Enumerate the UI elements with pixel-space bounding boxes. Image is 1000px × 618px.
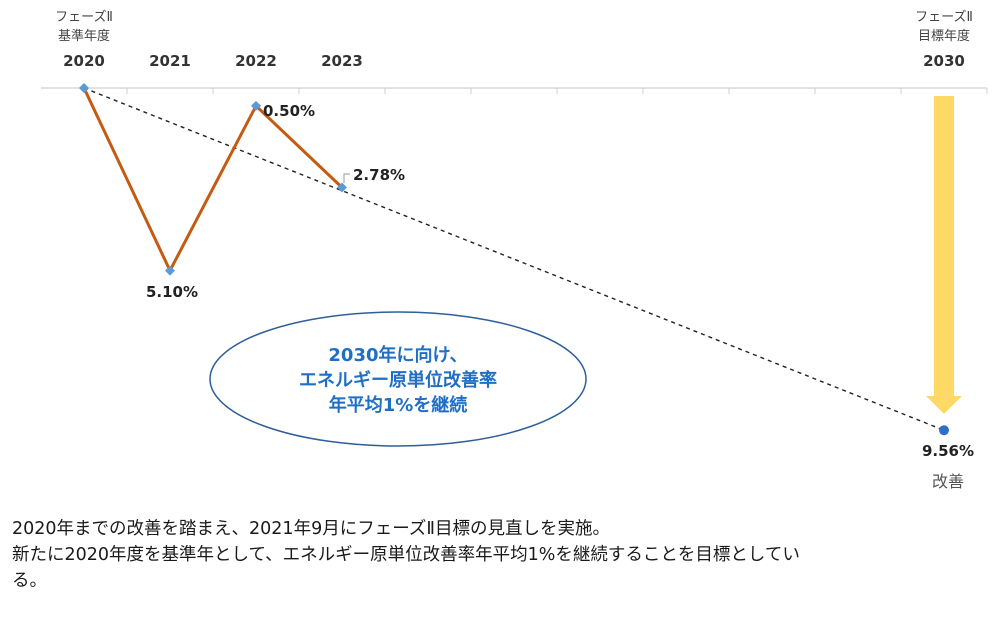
target-point: [939, 425, 949, 436]
data-label-2021: 5.10%: [146, 283, 198, 301]
tick-label-2023: 2023: [321, 52, 363, 70]
target-value-label: 9.56%: [922, 442, 974, 460]
callout-ellipse: [209, 311, 587, 447]
target-year-caption: 目標年度: [918, 28, 970, 44]
caption-line-2: 新たに2020年度を基準年として、エネルギー原単位改善率年平均1%を継続すること…: [12, 545, 800, 565]
axis-ticks: [126, 88, 988, 94]
base-year-caption: 基準年度: [58, 28, 110, 44]
target-phase-label: フェーズⅡ: [915, 9, 973, 25]
improvement-arrow: [926, 96, 962, 414]
callout-line-3: 年平均1%を継続: [329, 394, 468, 416]
caption-line-1: 2020年までの改善を踏まえ、2021年9月にフェーズⅡ目標の見直しを実施。: [12, 519, 610, 539]
target-improvement-label: 改善: [932, 472, 964, 491]
callout-line-2: エネルギー原単位改善率: [299, 369, 497, 391]
leader-line-2023: [343, 173, 350, 183]
data-point-2020: [79, 83, 89, 93]
series-line: [82, 87, 344, 273]
data-label-2023: 2.78%: [353, 166, 405, 184]
tick-label-2021: 2021: [149, 52, 191, 70]
tick-label-2022: 2022: [235, 52, 277, 70]
tick-label-2030: 2030: [923, 52, 965, 70]
caption-line-3: る。: [12, 571, 47, 591]
data-point-2023: [337, 182, 347, 193]
caption: 2020年までの改善を踏まえ、2021年9月にフェーズⅡ目標の見直しを実施。 新…: [12, 516, 992, 594]
target-trend-line: [83, 87, 945, 431]
data-label-2022: 0.50%: [263, 102, 315, 120]
base-phase-label: フェーズⅡ: [55, 9, 113, 25]
data-point-2022: [251, 100, 261, 111]
callout-line-1: 2030年に向け、: [328, 344, 467, 366]
data-point-2021: [165, 265, 175, 276]
tick-label-2020: 2020: [63, 52, 105, 70]
